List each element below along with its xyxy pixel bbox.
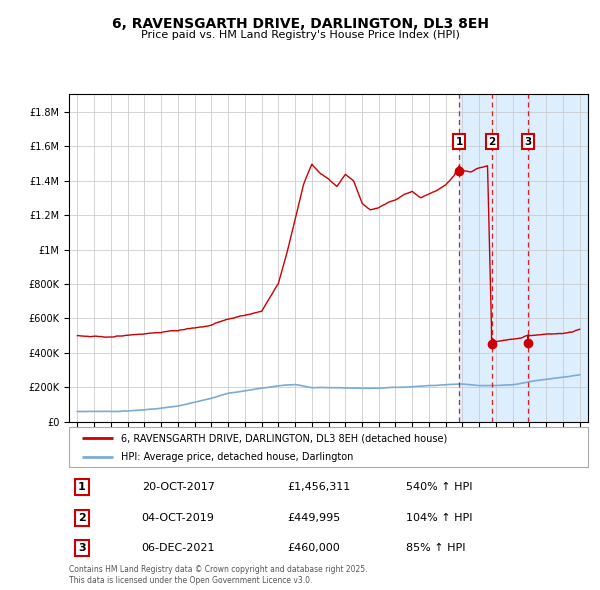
Text: 2: 2: [78, 513, 86, 523]
Text: 06-DEC-2021: 06-DEC-2021: [142, 543, 215, 553]
Text: 540% ↑ HPI: 540% ↑ HPI: [406, 482, 473, 492]
Text: 104% ↑ HPI: 104% ↑ HPI: [406, 513, 473, 523]
Text: 3: 3: [524, 137, 532, 147]
Text: HPI: Average price, detached house, Darlington: HPI: Average price, detached house, Darl…: [121, 453, 353, 462]
Text: 04-OCT-2019: 04-OCT-2019: [142, 513, 215, 523]
Text: 3: 3: [78, 543, 86, 553]
Text: £460,000: £460,000: [287, 543, 340, 553]
Bar: [459, 94, 588, 422]
Text: Contains HM Land Registry data © Crown copyright and database right 2025.
This d: Contains HM Land Registry data © Crown c…: [69, 565, 367, 585]
Text: 1: 1: [455, 137, 463, 147]
Text: Price paid vs. HM Land Registry's House Price Index (HPI): Price paid vs. HM Land Registry's House …: [140, 30, 460, 40]
Text: 85% ↑ HPI: 85% ↑ HPI: [406, 543, 466, 553]
Text: 6, RAVENSGARTH DRIVE, DARLINGTON, DL3 8EH: 6, RAVENSGARTH DRIVE, DARLINGTON, DL3 8E…: [112, 17, 488, 31]
Text: 6, RAVENSGARTH DRIVE, DARLINGTON, DL3 8EH (detached house): 6, RAVENSGARTH DRIVE, DARLINGTON, DL3 8E…: [121, 434, 447, 444]
FancyBboxPatch shape: [69, 427, 588, 467]
Text: 20-OCT-2017: 20-OCT-2017: [142, 482, 215, 492]
Text: 2: 2: [488, 137, 496, 147]
Text: £449,995: £449,995: [287, 513, 340, 523]
Text: 1: 1: [78, 482, 86, 492]
Text: £1,456,311: £1,456,311: [287, 482, 350, 492]
